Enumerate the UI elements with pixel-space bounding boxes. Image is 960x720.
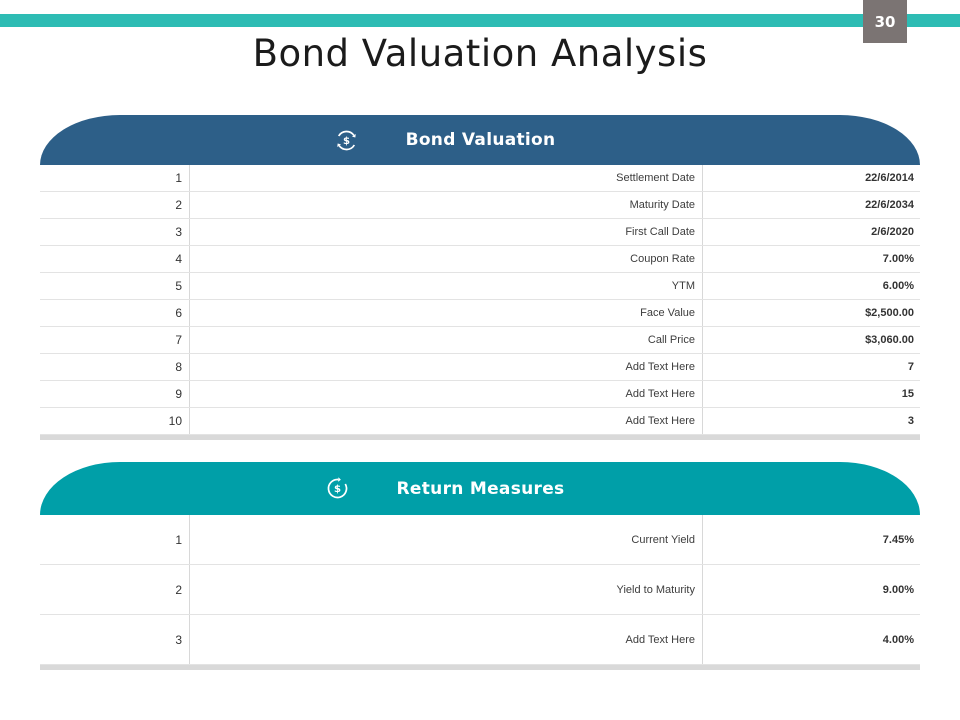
dollar-sync-icon: $ <box>333 127 360 154</box>
row-value: 7.45% <box>882 533 914 546</box>
row-value: 22/6/2014 <box>865 172 914 184</box>
table-row: 7 Call Price $3,060.00 <box>40 327 920 354</box>
row-label: Add Text Here <box>190 615 703 664</box>
table-row: 4 Coupon Rate 7.00% <box>40 246 920 273</box>
row-number: 10 <box>40 408 190 434</box>
table-row: 10 Add Text Here 3 <box>40 408 920 435</box>
table-row: 2 Yield to Maturity 9.00% <box>40 565 920 615</box>
slide-number-text: 30 <box>874 12 896 31</box>
row-value: 15 <box>901 388 914 400</box>
return-measures-rows: 1 Current Yield 7.45% 2 Yield to Maturit… <box>40 515 920 665</box>
row-number: 3 <box>40 615 190 664</box>
row-number: 6 <box>40 300 190 326</box>
dollar-cycle-icon: $ <box>324 475 351 502</box>
row-number: 2 <box>40 565 190 614</box>
row-value: $2,500.00 <box>865 307 914 319</box>
row-number: 5 <box>40 273 190 299</box>
table-row: 3 Add Text Here 4.00% <box>40 615 920 665</box>
bond-valuation-rows: 1 Settlement Date 22/6/2014 2 Maturity D… <box>40 165 920 435</box>
row-label: Add Text Here <box>190 408 703 434</box>
row-value: $3,060.00 <box>865 334 914 346</box>
return-measures-header: $ Return Measures <box>40 462 920 515</box>
bond-valuation-header: $ Bond Valuation <box>40 115 920 165</box>
table-title: Return Measures <box>396 478 565 499</box>
row-value: 2/6/2020 <box>871 226 914 238</box>
top-accent-bar <box>0 14 960 27</box>
row-number: 2 <box>40 192 190 218</box>
table-row: 1 Current Yield 7.45% <box>40 515 920 565</box>
row-number: 9 <box>40 381 190 407</box>
row-label: Maturity Date <box>190 192 703 218</box>
header-content: $ Return Measures <box>324 475 565 502</box>
row-label: Settlement Date <box>190 165 703 191</box>
row-number: 7 <box>40 327 190 353</box>
row-label: Coupon Rate <box>190 246 703 272</box>
table-row: 9 Add Text Here 15 <box>40 381 920 408</box>
table-bottom-border <box>40 665 920 670</box>
bond-valuation-table: $ Bond Valuation 1 Settlement Date 22/6/… <box>40 115 920 440</box>
row-value: 7 <box>907 361 914 373</box>
row-value: 4.00% <box>882 633 914 646</box>
row-value: 3 <box>907 415 914 427</box>
table-title: Bond Valuation <box>405 130 556 150</box>
row-number: 4 <box>40 246 190 272</box>
header-content: $ Bond Valuation <box>333 127 556 154</box>
row-number: 8 <box>40 354 190 380</box>
svg-text:$: $ <box>343 135 350 146</box>
row-value: 7.00% <box>882 253 914 265</box>
row-label: Call Price <box>190 327 703 353</box>
row-value: 22/6/2034 <box>865 199 914 211</box>
row-label: YTM <box>190 273 703 299</box>
return-measures-table: $ Return Measures 1 Current Yield 7.45% … <box>40 462 920 670</box>
row-number: 3 <box>40 219 190 245</box>
row-number: 1 <box>40 515 190 564</box>
row-label: Add Text Here <box>190 381 703 407</box>
page-title: Bond Valuation Analysis <box>252 32 708 75</box>
row-label: Yield to Maturity <box>190 565 703 614</box>
table-row: 6 Face Value $2,500.00 <box>40 300 920 327</box>
svg-text:$: $ <box>334 484 341 495</box>
row-label: First Call Date <box>190 219 703 245</box>
row-label: Face Value <box>190 300 703 326</box>
table-row: 1 Settlement Date 22/6/2014 <box>40 165 920 192</box>
row-label: Current Yield <box>190 515 703 564</box>
row-label: Add Text Here <box>190 354 703 380</box>
slide-number-badge: 30 <box>863 0 907 43</box>
table-row: 8 Add Text Here 7 <box>40 354 920 381</box>
table-row: 5 YTM 6.00% <box>40 273 920 300</box>
row-number: 1 <box>40 165 190 191</box>
table-bottom-border <box>40 435 920 440</box>
table-row: 3 First Call Date 2/6/2020 <box>40 219 920 246</box>
row-value: 6.00% <box>882 280 914 292</box>
table-row: 2 Maturity Date 22/6/2034 <box>40 192 920 219</box>
row-value: 9.00% <box>882 583 914 596</box>
